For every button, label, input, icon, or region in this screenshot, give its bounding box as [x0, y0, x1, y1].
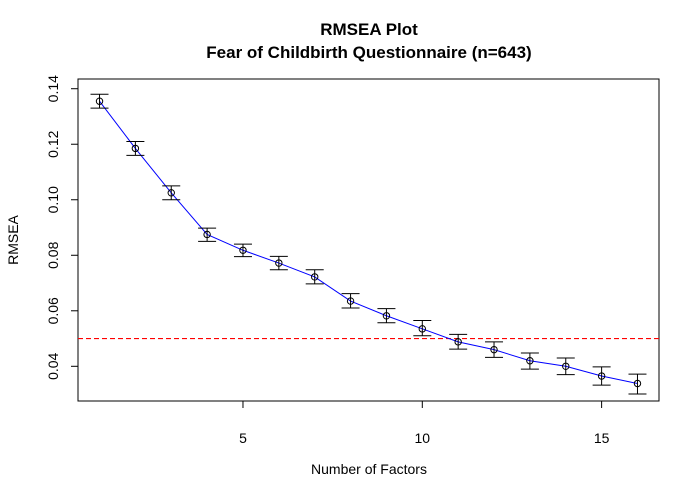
data-point — [167, 189, 175, 197]
data-point — [275, 259, 283, 267]
series-line — [99, 100, 638, 385]
y-axis: 0.04 0.06 0.08 0.10 0.12 0.14 — [45, 75, 79, 380]
x-tick-label: 15 — [594, 430, 610, 446]
error-bar — [269, 255, 288, 271]
y-tick-label: 0.06 — [45, 297, 61, 324]
data-point — [490, 345, 498, 354]
error-bar — [305, 269, 324, 285]
data-point — [562, 362, 570, 371]
data-point — [131, 144, 140, 153]
error-bar — [449, 333, 468, 350]
plot-frame — [77, 78, 660, 402]
chart-marks — [78, 93, 659, 395]
y-axis-label: RMSEA — [5, 214, 21, 264]
error-bar — [198, 227, 217, 242]
data-point — [346, 297, 355, 305]
data-point — [203, 230, 211, 239]
x-tick-label: 5 — [239, 430, 247, 446]
error-bar — [90, 93, 109, 109]
error-bar — [628, 373, 647, 395]
data-point — [311, 273, 319, 281]
data-point — [633, 379, 642, 388]
data-point — [526, 357, 534, 365]
error-bar — [162, 185, 181, 201]
error-bar — [341, 293, 360, 309]
chart-subtitle: Fear of Childbirth Questionnaire (n=643) — [206, 43, 531, 62]
y-tick-label: 0.12 — [45, 130, 61, 157]
error-bar — [592, 366, 611, 386]
error-bar — [126, 140, 145, 156]
x-axis-label: Number of Factors — [311, 461, 427, 477]
x-axis: 5 10 15 — [239, 400, 610, 446]
error-bar — [556, 357, 575, 376]
y-tick-label: 0.14 — [45, 75, 61, 102]
y-tick-label: 0.10 — [45, 186, 61, 213]
error-bar — [233, 243, 252, 258]
chart-title: RMSEA Plot — [320, 20, 418, 39]
y-tick-label: 0.04 — [45, 352, 61, 379]
data-point — [382, 312, 391, 320]
error-bar — [413, 320, 432, 337]
data-point — [418, 325, 426, 333]
data-point — [239, 246, 247, 254]
data-point — [597, 372, 606, 380]
x-tick-label: 10 — [415, 430, 431, 446]
data-point — [454, 338, 462, 346]
error-bar — [520, 352, 539, 370]
y-tick-label: 0.08 — [45, 241, 61, 268]
error-bar — [377, 308, 396, 324]
error-bar — [485, 341, 504, 358]
data-point — [95, 97, 104, 105]
